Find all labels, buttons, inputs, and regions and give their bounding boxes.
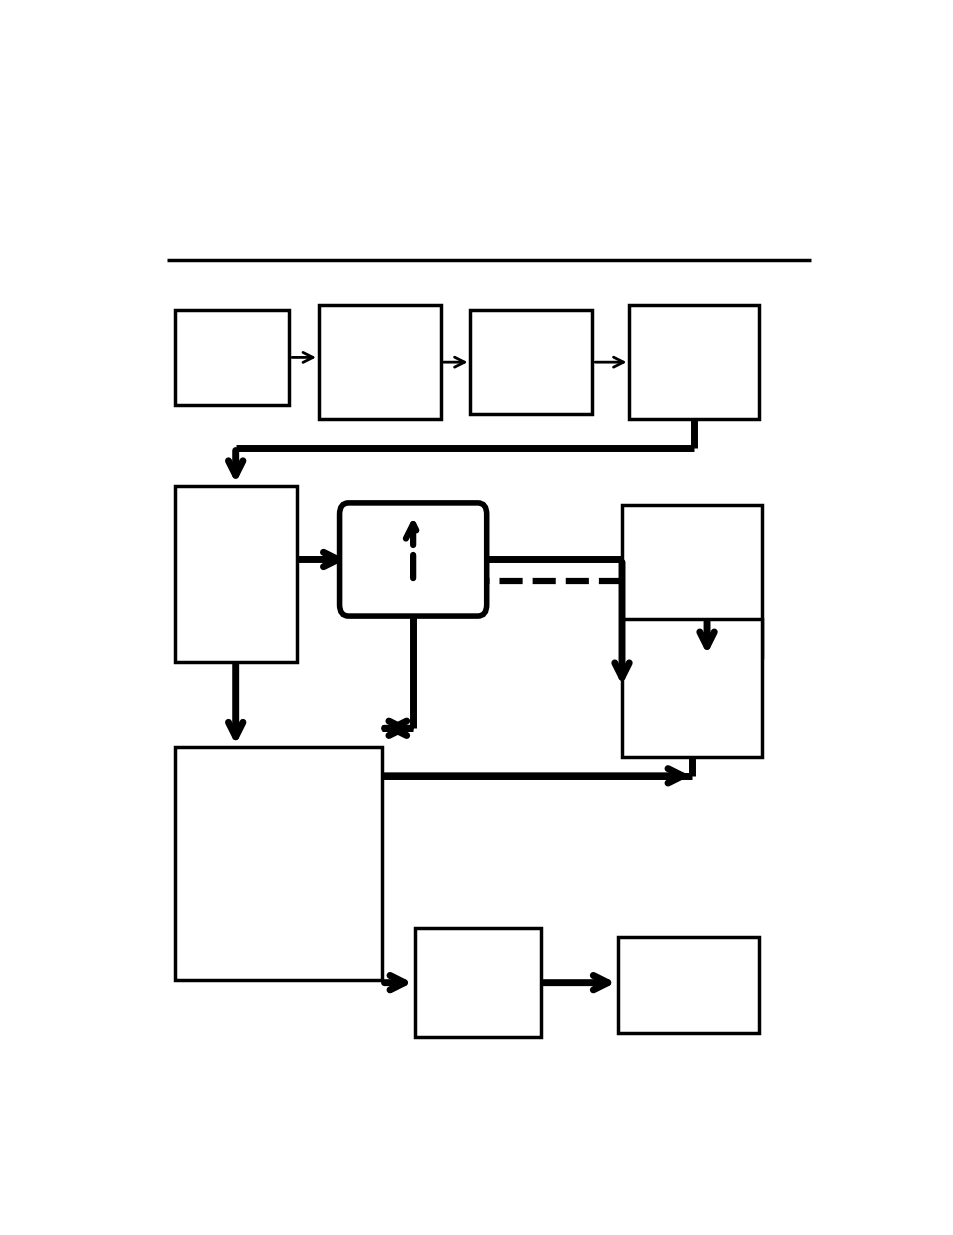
Bar [621, 619, 761, 757]
Bar [174, 310, 289, 405]
Bar [621, 505, 761, 657]
Bar [470, 310, 592, 415]
Bar [318, 305, 440, 419]
Bar [174, 747, 381, 981]
Bar [174, 485, 296, 662]
Bar [629, 305, 758, 419]
Bar [618, 937, 758, 1032]
FancyBboxPatch shape [339, 503, 486, 616]
Bar [415, 927, 540, 1037]
